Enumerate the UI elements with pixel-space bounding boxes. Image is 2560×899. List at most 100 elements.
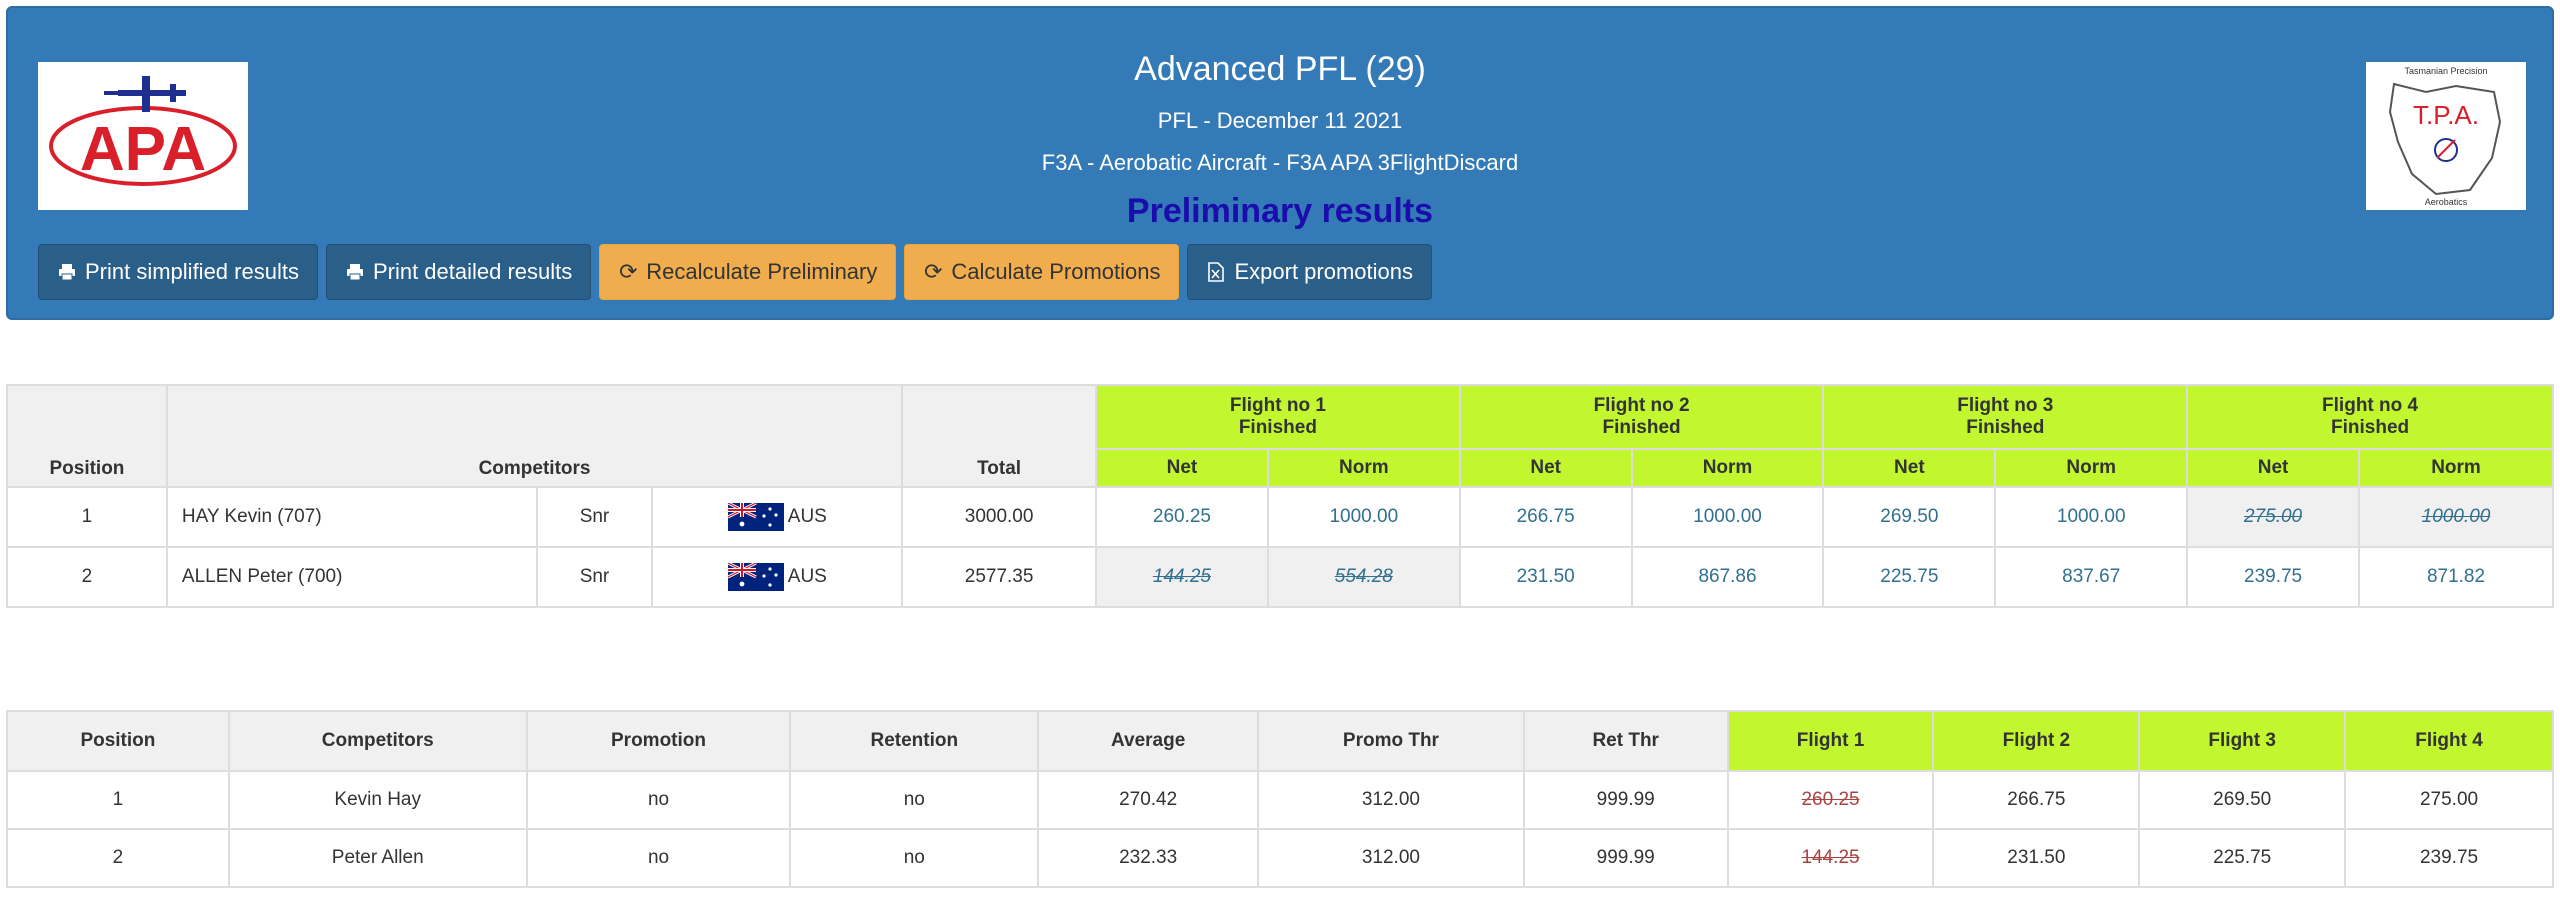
refresh-icon: ⟳ <box>924 259 943 284</box>
promotion-header: Promotion <box>525 710 792 772</box>
table-row: 2 ALLEN Peter (700) Snr AUS 2577.35 144.… <box>6 546 2554 608</box>
tpa-logo: Tasmanian Precision T.P.A. Aerobatics <box>2366 62 2526 210</box>
flight-2-net: 231.50 <box>1458 546 1633 608</box>
flight-2-norm: 867.86 <box>1630 546 1825 608</box>
table-row: 2 Peter Allen no no 232.33 312.00 999.99… <box>6 828 2554 888</box>
retention-cell: no <box>789 828 1040 888</box>
flight-1-discarded: 260.25 <box>1726 770 1935 830</box>
print-detailed-button[interactable]: Print detailed results <box>325 244 592 300</box>
position-cell: 2 <box>6 546 168 608</box>
file-excel-icon <box>1206 262 1226 282</box>
flight-3-header: Flight no 3 Finished <box>1822 384 2189 450</box>
competitor-name: HAY Kevin (707) <box>165 486 538 548</box>
calculate-promotions-label: Calculate Promotions <box>951 259 1161 284</box>
competitor-name: ALLEN Peter (700) <box>165 546 538 608</box>
recalculate-preliminary-label: Recalculate Preliminary <box>646 259 878 284</box>
print-simplified-label: Print simplified results <box>85 259 299 284</box>
flight-1-net-discarded: 144.25 <box>1095 546 1269 608</box>
results-status: Preliminary results <box>1126 192 1434 230</box>
flight-4-net-discarded: 275.00 <box>2186 486 2360 548</box>
flight-4-norm: 871.82 <box>2358 546 2554 608</box>
total-cell: 3000.00 <box>901 486 1098 548</box>
recalculate-preliminary-button[interactable]: ⟳ Recalculate Preliminary <box>599 244 897 300</box>
table-row: 1 Kevin Hay no no 270.42 312.00 999.99 2… <box>6 770 2554 830</box>
flight-3-net: 269.50 <box>1822 486 1997 548</box>
table-row: 1 HAY Kevin (707) Snr AUS 3000.00 260.25… <box>6 486 2554 548</box>
flight-3-norm: 1000.00 <box>1994 486 2189 548</box>
flight-1-norm-discarded: 554.28 <box>1266 546 1461 608</box>
flight-1-header: Flight 1 <box>1726 710 1935 772</box>
flight-3-cell: 269.50 <box>2138 770 2347 830</box>
net-header: Net <box>1095 448 1269 488</box>
svg-text:Tasmanian Precision: Tasmanian Precision <box>2404 66 2487 76</box>
position-cell: 1 <box>6 770 230 830</box>
competitors-header: Competitors <box>165 384 904 488</box>
position-header: Position <box>6 710 230 772</box>
refresh-icon: ⟳ <box>619 259 638 284</box>
flight-2-net: 266.75 <box>1458 486 1633 548</box>
flight-4-header: Flight no 4 Finished <box>2186 384 2554 450</box>
country-cell: AUS <box>651 486 904 548</box>
results-table: Position Competitors Total Flight no 1 Fi… <box>6 384 2554 608</box>
flight-4-cell: 239.75 <box>2344 828 2554 888</box>
country-cell: AUS <box>651 546 904 608</box>
flight-2-header: Flight no 2 Finished <box>1458 384 1825 450</box>
australia-flag-icon <box>727 503 784 531</box>
ret-thr-cell: 999.99 <box>1522 770 1729 830</box>
flight-4-norm-discarded: 1000.00 <box>2358 486 2554 548</box>
net-header: Net <box>1458 448 1633 488</box>
competitor-name: Kevin Hay <box>227 770 528 830</box>
flight-1-header: Flight no 1 Finished <box>1095 384 1461 450</box>
total-cell: 2577.35 <box>901 546 1098 608</box>
svg-text:Aerobatics: Aerobatics <box>2425 197 2468 207</box>
page-title: Advanced PFL (29) <box>1134 50 1426 88</box>
calculate-promotions-button[interactable]: ⟳ Calculate Promotions <box>904 244 1180 300</box>
retention-cell: no <box>789 770 1040 830</box>
norm-header: Norm <box>1630 448 1825 488</box>
norm-header: Norm <box>2358 448 2554 488</box>
position-header: Position <box>6 384 168 488</box>
flight-2-norm: 1000.00 <box>1630 486 1825 548</box>
ret-thr-header: Ret Thr <box>1522 710 1729 772</box>
position-cell: 1 <box>6 486 168 548</box>
flight-1-net: 260.25 <box>1095 486 1269 548</box>
position-cell: 2 <box>6 828 230 888</box>
flight-2-cell: 266.75 <box>1932 770 2141 830</box>
promo-thr-header: Promo Thr <box>1257 710 1525 772</box>
flight-3-header: Flight 3 <box>2138 710 2347 772</box>
retention-header: Retention <box>789 710 1040 772</box>
promotions-table: Position Competitors Promotion Retention… <box>6 710 2554 888</box>
print-icon <box>57 262 77 282</box>
print-icon <box>345 262 365 282</box>
net-header: Net <box>2186 448 2360 488</box>
header-panel: APA Advanced PFL (29) PFL - December 11 … <box>6 6 2554 320</box>
print-simplified-button[interactable]: Print simplified results <box>38 244 318 300</box>
action-buttons: Print simplified results Print detailed … <box>38 244 1433 300</box>
flight-3-net: 225.75 <box>1822 546 1997 608</box>
promotion-cell: no <box>525 828 792 888</box>
competitor-class: Snr <box>535 486 654 548</box>
australia-flag-icon <box>727 563 784 591</box>
export-promotions-button[interactable]: Export promotions <box>1187 244 1433 300</box>
event-subtitle: PFL - December 11 2021 <box>1157 108 1403 133</box>
competitor-name: Peter Allen <box>227 828 528 888</box>
flight-2-cell: 231.50 <box>1932 828 2141 888</box>
average-header: Average <box>1037 710 1260 772</box>
flight-2-header: Flight 2 <box>1932 710 2141 772</box>
promotion-cell: no <box>525 770 792 830</box>
ret-thr-cell: 999.99 <box>1522 828 1729 888</box>
apa-logo-text: APA <box>80 115 206 184</box>
svg-text:T.P.A.: T.P.A. <box>2413 100 2479 130</box>
apa-logo: APA <box>38 62 248 210</box>
promo-thr-cell: 312.00 <box>1257 828 1525 888</box>
flight-3-norm: 837.67 <box>1994 546 2189 608</box>
print-detailed-label: Print detailed results <box>372 259 573 284</box>
norm-header: Norm <box>1266 448 1461 488</box>
competitors-header: Competitors <box>227 710 528 772</box>
competitor-class: Snr <box>535 546 654 608</box>
flight-3-cell: 225.75 <box>2138 828 2347 888</box>
flight-1-norm: 1000.00 <box>1266 486 1461 548</box>
class-subtitle: F3A - Aerobatic Aircraft - F3A APA 3Flig… <box>1041 150 1519 175</box>
promo-thr-cell: 312.00 <box>1257 770 1525 830</box>
average-cell: 270.42 <box>1037 770 1260 830</box>
